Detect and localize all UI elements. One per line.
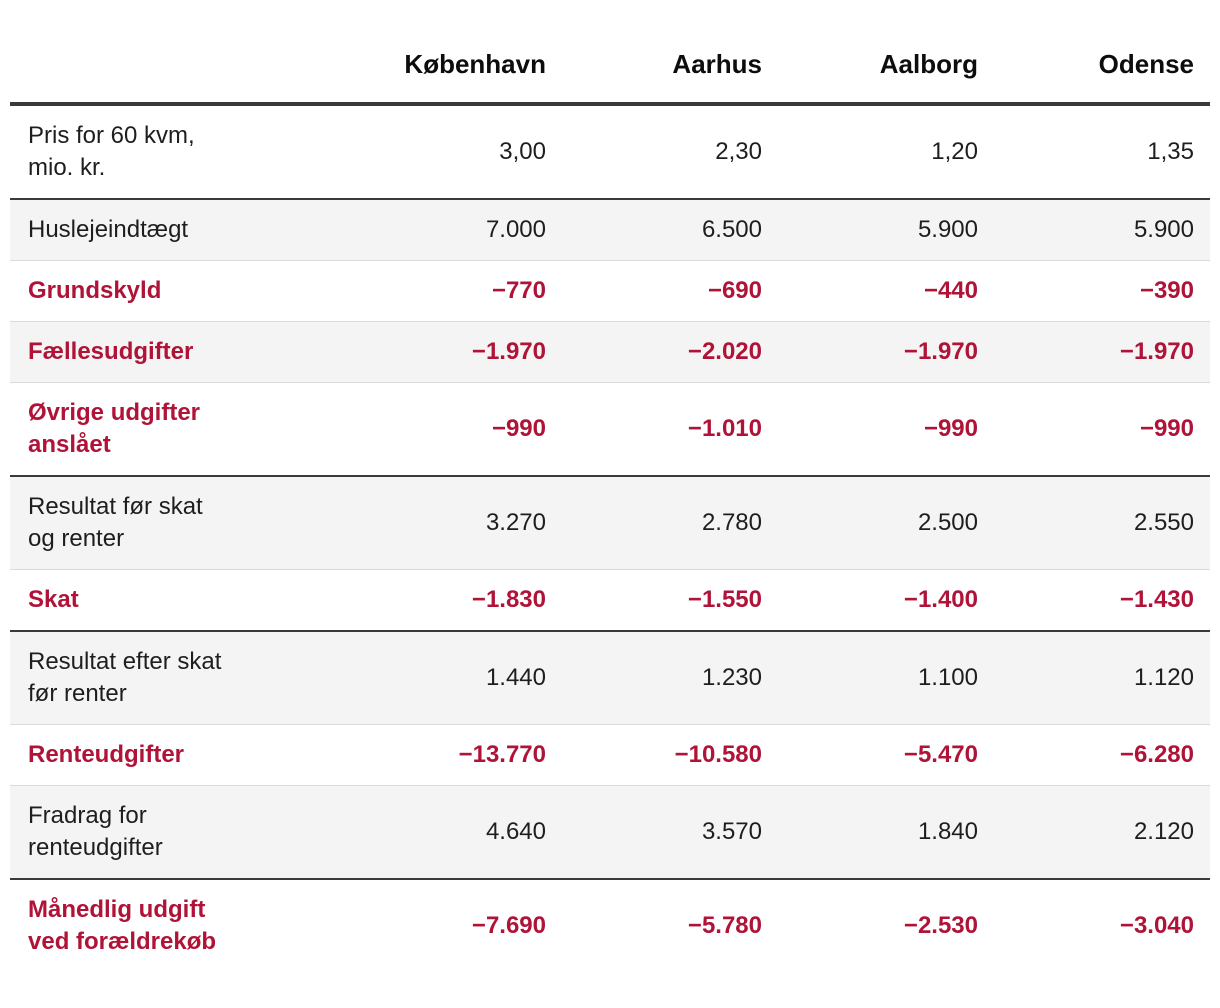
value-cell: −1.970: [994, 321, 1210, 383]
value-cell: 6.500: [562, 199, 778, 261]
row-label: Øvrige udgifter anslået: [10, 382, 346, 477]
value-cell: −2.530: [903, 912, 978, 939]
value-cell: −390: [994, 260, 1210, 322]
value-cell: −5.780: [687, 912, 762, 939]
row-label: Pris for 60 kvm, mio. kr.: [10, 104, 346, 200]
table-row: Fradrag for renteudgifter 4.640 3.570 1.840…: [10, 785, 1210, 880]
value-cell: 1,20: [778, 104, 994, 200]
value-cell: −13.770: [346, 724, 562, 786]
table-row: Månedlig udgift ved forældrekøb −7.690 −5.…: [10, 879, 1210, 972]
value-cell: 2.500: [778, 476, 994, 570]
value-cell: 7.000: [346, 199, 562, 261]
value-cell: 3.270: [346, 476, 562, 570]
value-cell: 1.840: [778, 785, 994, 880]
value-cell: 2,30: [562, 104, 778, 200]
value-cell: 2.550: [994, 476, 1210, 570]
table-row: Grundskyld −770 −690 −440 −390: [10, 260, 1210, 322]
value-cell: 2.780: [562, 476, 778, 570]
value-cell: −1.970: [346, 321, 562, 383]
header-row: København Aarhus Aalborg Odense: [10, 0, 1210, 106]
value-cell: −990: [346, 382, 562, 477]
table-row: Skat −1.830 −1.550 −1.400 −1.430: [10, 569, 1210, 632]
table-row: Fællesudgifter −1.970 −2.020 −1.970 −1.970: [10, 321, 1210, 383]
column-header: København: [346, 0, 562, 106]
value-cell: −1.970: [778, 321, 994, 383]
value-cell: −1.830: [346, 569, 562, 632]
parental-purchase-table-container: København Aarhus Aalborg Odense Pris for 60…: [10, 0, 1210, 972]
column-header: Aarhus: [562, 0, 778, 106]
column-header: Aalborg: [778, 0, 994, 106]
value-cell: 3.570: [562, 785, 778, 880]
table-row: Resultat før skat og renter 3.270 2.780 2.5…: [10, 476, 1210, 570]
value-cell: −1.400: [778, 569, 994, 632]
value-cell: −1.550: [562, 569, 778, 632]
column-header: Odense: [994, 0, 1210, 106]
row-label: Huslejeindtægt: [10, 199, 346, 261]
row-label: Fradrag for renteudgifter: [10, 785, 346, 880]
value-cell: −690: [562, 260, 778, 322]
row-label: Resultat efter skat før renter: [10, 631, 346, 725]
table-row: Øvrige udgifter anslået −990 −1.010 −990 −99…: [10, 382, 1210, 477]
row-label: Resultat før skat og renter: [10, 476, 346, 570]
value-cell: 3,00: [346, 104, 562, 200]
value-cell: 4.640: [346, 785, 562, 880]
value-cell: −990: [778, 382, 994, 477]
value-cell: 1.120: [994, 631, 1210, 725]
value-cell: 5.900: [778, 199, 994, 261]
value-cell: −2.020: [562, 321, 778, 383]
table-row: Renteudgifter −13.770 −10.580 −5.470 −6.280: [10, 724, 1210, 786]
value-cell: −1.010: [562, 382, 778, 477]
row-label: Skat: [10, 569, 346, 632]
row-label: Grundskyld: [10, 260, 346, 322]
row-label: Renteudgifter: [10, 724, 346, 786]
value-cell: −3.040: [1119, 912, 1194, 939]
value-cell: −10.580: [562, 724, 778, 786]
value-cell: 2.120: [994, 785, 1210, 880]
value-cell: −7.690: [471, 912, 546, 939]
value-cell: 1.100: [778, 631, 994, 725]
table-row: Resultat efter skat før renter 1.440 1.230…: [10, 631, 1210, 725]
value-cell: −6.280: [994, 724, 1210, 786]
value-cell: 1,35: [994, 104, 1210, 200]
value-cell: 1.230: [562, 631, 778, 725]
table-row: Huslejeindtægt 7.000 6.500 5.900 5.900: [10, 199, 1210, 261]
row-label: Fællesudgifter: [10, 321, 346, 383]
value-cell: 5.900: [994, 199, 1210, 261]
value-cell: −990: [994, 382, 1210, 477]
row-label: Månedlig udgift ved forældrekøb: [28, 896, 217, 955]
value-cell: −440: [778, 260, 994, 322]
table-row: Pris for 60 kvm, mio. kr. 3,00 2,30 1,20 1,3…: [10, 104, 1210, 200]
value-cell: −5.470: [778, 724, 994, 786]
header-empty-cell: [10, 0, 346, 106]
value-cell: −1.430: [994, 569, 1210, 632]
cost-comparison-table: København Aarhus Aalborg Odense Pris for 60…: [10, 0, 1210, 972]
value-cell: −770: [346, 260, 562, 322]
value-cell: 1.440: [346, 631, 562, 725]
